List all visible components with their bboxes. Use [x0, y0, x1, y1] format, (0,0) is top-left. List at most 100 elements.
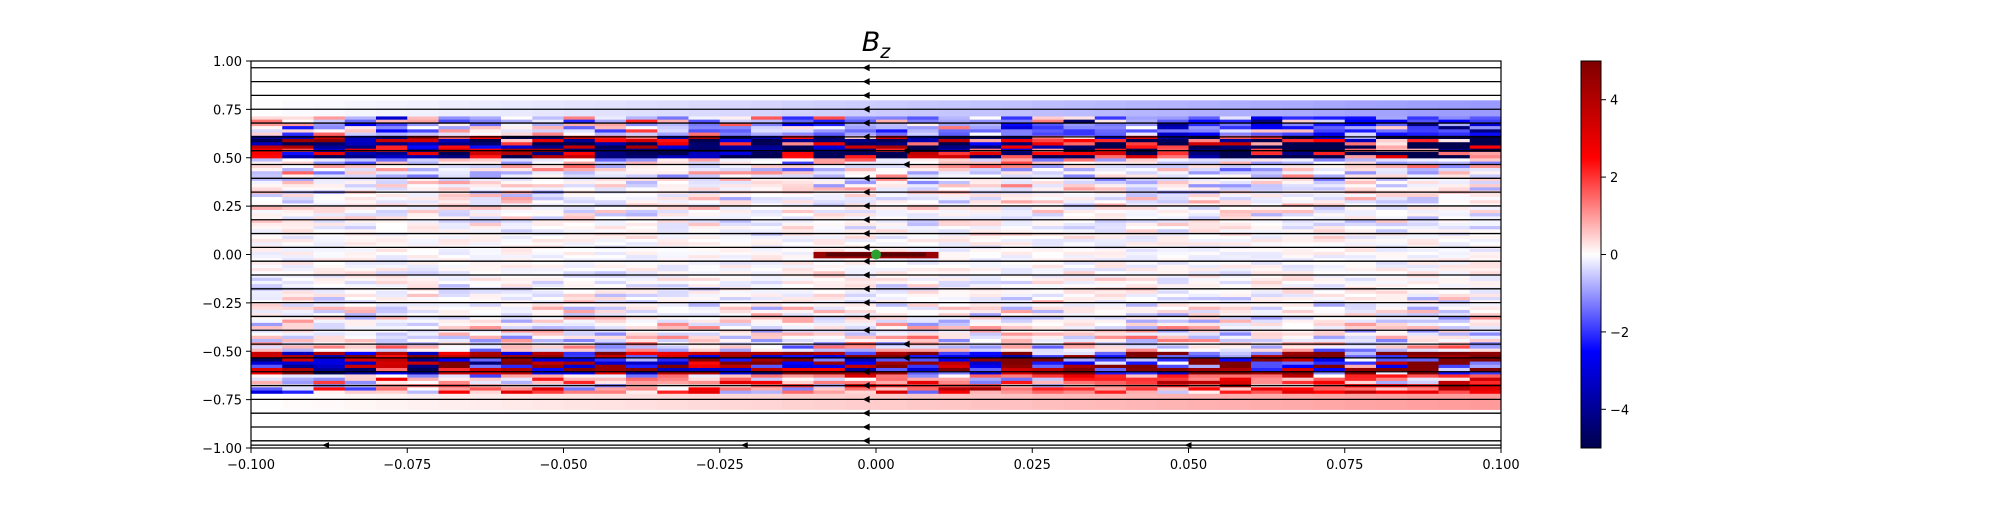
heatmap-cell [1469, 209, 1501, 214]
heatmap-cell [876, 193, 908, 198]
heatmap-cell [563, 109, 596, 114]
heatmap-cell [1126, 319, 1158, 323]
heatmap-cell [407, 431, 440, 436]
heatmap-cell [1407, 322, 1440, 327]
heatmap-cell [1438, 428, 1471, 433]
heatmap-cell [719, 344, 752, 349]
heatmap-cell [782, 90, 815, 94]
heatmap-cell [1407, 264, 1440, 268]
heatmap-cell [344, 112, 377, 117]
heatmap-cell [1032, 154, 1065, 159]
heatmap-cell [782, 402, 815, 407]
heatmap-cell [813, 160, 846, 165]
heatmap-cell [782, 338, 815, 343]
heatmap-cell [876, 70, 908, 75]
heatmap-cell [813, 389, 846, 394]
heatmap-cell [1282, 238, 1315, 243]
heatmap-cell [407, 154, 440, 159]
heatmap-cell [594, 431, 627, 436]
heatmap-cell [594, 138, 627, 143]
heatmap-cell [938, 315, 971, 320]
heatmap-cell [313, 144, 346, 149]
heatmap-cell [626, 370, 658, 375]
heatmap-cell [782, 354, 815, 359]
heatmap-cell [1407, 415, 1440, 420]
heatmap-cell [1219, 331, 1252, 336]
heatmap-cell [1438, 67, 1471, 72]
heatmap-cell [313, 186, 346, 191]
heatmap-cell [751, 364, 783, 368]
heatmap-cell [282, 325, 315, 330]
heatmap-cell [344, 99, 377, 104]
heatmap-cell [1032, 406, 1065, 410]
heatmap-cell [407, 357, 440, 362]
heatmap-cell [1407, 151, 1440, 156]
heatmap-cell [1376, 235, 1408, 239]
heatmap-cell [1094, 248, 1127, 252]
heatmap-cell [1032, 131, 1065, 136]
heatmap-cell [1032, 212, 1065, 217]
heatmap-cell [1376, 338, 1408, 343]
colorbar-tick-label: −2 [1610, 326, 1629, 341]
heatmap-cell [1344, 296, 1377, 301]
heatmap-cell [501, 354, 533, 359]
heatmap-cell [1157, 277, 1190, 281]
heatmap-cell [969, 415, 1002, 420]
heatmap-cell [719, 283, 752, 288]
heatmap-cell [1157, 212, 1190, 217]
heatmap-cell [376, 251, 408, 256]
heatmap-cell [1313, 80, 1346, 85]
heatmap-cell [438, 431, 471, 436]
heatmap-cell [657, 309, 690, 314]
heatmap-cell [1407, 180, 1440, 185]
heatmap-cell [876, 67, 908, 72]
heatmap-cell [782, 99, 815, 104]
heatmap-cell [1219, 186, 1252, 191]
heatmap-cell [1313, 61, 1346, 65]
heatmap-cell [1344, 180, 1377, 185]
heatmap-cell [344, 370, 377, 375]
heatmap-cell [1438, 251, 1471, 256]
heatmap-cell [1126, 418, 1158, 423]
heatmap-cell [813, 186, 846, 191]
heatmap-cell [1219, 293, 1252, 298]
heatmap-cell [438, 148, 471, 152]
heatmap-cell [313, 238, 346, 243]
heatmap-cell [563, 399, 596, 404]
heatmap-cell [282, 225, 315, 230]
heatmap-cell [1344, 351, 1377, 356]
heatmap-cell [876, 212, 908, 217]
heatmap-cell [313, 106, 346, 110]
heatmap-cell [969, 393, 1002, 398]
heatmap-cell [626, 177, 658, 181]
heatmap-cell [1344, 264, 1377, 268]
heatmap-cell [1438, 199, 1471, 204]
heatmap-cell [813, 238, 846, 243]
heatmap-cell [407, 251, 440, 256]
heatmap-cell [1219, 80, 1252, 85]
heatmap-cell [1001, 367, 1033, 372]
heatmap-cell [251, 215, 283, 220]
heatmap-cell [313, 389, 346, 394]
heatmap-cell [813, 196, 846, 201]
heatmap-cell [438, 222, 471, 227]
heatmap-cell [344, 422, 377, 427]
heatmap-cell [688, 183, 721, 188]
heatmap-cell [1063, 444, 1096, 448]
heatmap-cell [876, 299, 908, 304]
heatmap-cell [876, 196, 908, 201]
heatmap-cell [251, 199, 283, 204]
heatmap-cell [969, 67, 1002, 72]
heatmap-cell [1251, 96, 1283, 101]
heatmap-cell [469, 406, 502, 410]
heatmap-cell [594, 61, 627, 65]
heatmap-cell [282, 409, 315, 414]
heatmap-cell [1282, 377, 1315, 381]
streamline-arrow [862, 423, 870, 431]
heatmap-cell [938, 112, 971, 117]
heatmap-cell [344, 357, 377, 362]
heatmap-cell [1438, 357, 1471, 362]
heatmap-cell [688, 260, 721, 265]
heatmap-cell [657, 344, 690, 349]
heatmap-cell [282, 428, 315, 433]
